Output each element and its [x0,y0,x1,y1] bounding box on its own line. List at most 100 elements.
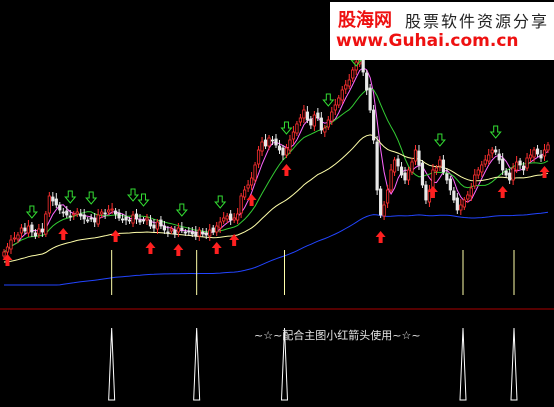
candle-body [40,228,44,233]
candle-body [476,169,480,176]
candle-body [100,211,104,215]
candle-body [420,162,425,186]
candle-body [215,225,219,233]
candle-body [180,227,184,231]
candle-body [141,219,146,222]
candle-body [5,246,10,253]
candle-body [256,149,261,165]
candle-body [253,164,257,181]
indicator-note: ~☆~配合主图小红箭头使用~☆~ [254,329,421,342]
candle-body [194,231,198,237]
candle-body [19,227,24,234]
candle-body [134,213,139,220]
ma-mid-line [3,87,549,253]
down-arrow-icon [433,133,446,147]
candle-body [528,154,533,159]
indicator-spike [510,327,518,401]
candle-body [86,219,90,222]
down-arrow-icon [322,93,335,107]
candle-body [263,139,268,147]
candle-body [225,215,229,220]
candle-body [445,173,449,181]
indicator-spike [108,327,116,401]
candle-body [162,225,167,231]
candle-body [246,184,250,189]
up-arrow-icon [246,194,257,206]
candle-body [473,174,477,187]
candle-body [159,219,163,227]
up-arrow-icon [58,228,69,240]
candle-body [494,149,498,153]
candle-body [379,188,383,216]
candle-body [117,212,121,219]
candle-body [487,154,491,162]
candle-body [127,219,132,222]
candle-body [448,178,452,191]
indicator-spike [193,327,201,401]
candle-body [236,213,240,221]
candle-body [469,187,473,197]
candle-body [218,221,222,229]
candle-body [441,159,445,173]
candle-body [33,232,37,237]
candle-body [330,111,334,122]
candle-body [302,109,306,119]
candle-body [166,231,170,234]
candle-body [504,170,508,176]
candle-body [176,227,180,233]
candle-body [2,251,6,257]
candle-body [382,204,386,217]
candle-body [89,217,93,220]
candle-body [326,119,330,128]
candle-body [539,154,543,159]
watermark-url: www.Guhai.com.cn [336,31,519,51]
candle-body [187,230,191,233]
candle-body [152,224,156,229]
candle-body [120,218,125,221]
candle-body [323,127,327,133]
down-arrow-icon [214,195,227,209]
candle-body [277,145,282,151]
candle-body [305,111,309,121]
candle-body [424,184,428,201]
down-arrow-icon [137,193,150,207]
candle-body [82,214,86,220]
candle-body [274,138,278,146]
candle-body [107,209,111,213]
indicator-spike [280,327,289,401]
candle-body [145,217,149,221]
candle-body [267,137,271,147]
candle-body [319,117,323,131]
candle-body [58,204,62,211]
up-arrow-icon [281,164,292,176]
candle-body [525,157,529,169]
candle-body [243,189,247,198]
candle-body [518,160,522,166]
candle-body [417,150,421,166]
candle-body [372,109,376,141]
candle-body [434,167,439,172]
candle-body [462,199,466,208]
up-arrow-icon [497,186,508,198]
candle-body [295,123,299,134]
down-arrow-icon [85,191,98,205]
watermark-box [330,2,554,60]
candle-body [113,210,118,215]
candle-body [333,104,337,111]
candle-body [406,169,411,181]
candle-body [452,190,456,201]
candle-body [511,167,515,181]
candle-body [312,114,316,127]
candle-body [12,237,17,240]
candle-body [68,215,72,218]
candle-body [169,228,173,232]
candle-body [480,164,484,173]
candle-body [403,172,407,181]
candle-body [155,221,160,230]
candle-body [392,159,397,173]
candle-body [249,177,254,186]
candle-body [30,224,34,233]
candle-body [204,232,208,236]
candle-body [455,197,459,211]
